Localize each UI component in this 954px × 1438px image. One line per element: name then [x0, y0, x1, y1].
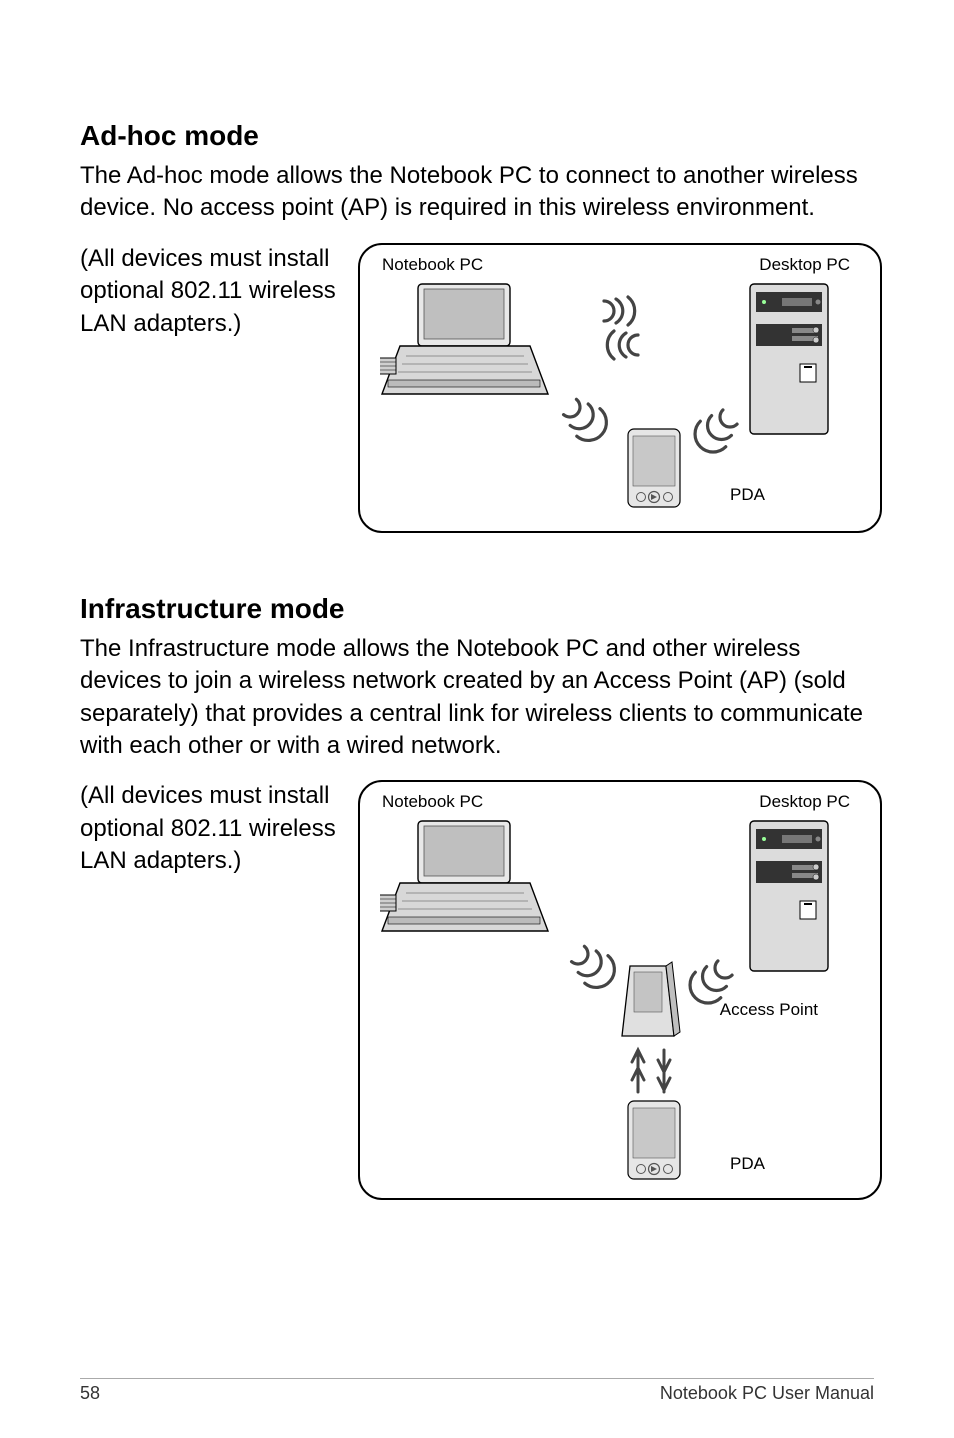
adhoc-two-col: (All devices must install optional 802.1…: [80, 243, 874, 533]
adhoc-label-desktop: Desktop PC: [759, 255, 850, 275]
page-footer: 58 Notebook PC User Manual: [80, 1378, 874, 1404]
infra-two-col: (All devices must install optional 802.1…: [80, 780, 874, 1200]
infra-diagram: Notebook PC Desktop PC Access Point PDA: [358, 780, 882, 1200]
desktop-pc-icon: [750, 284, 828, 434]
manual-title: Notebook PC User Manual: [660, 1383, 874, 1404]
infra-section: Infrastructure mode The Infrastructure m…: [80, 593, 874, 1201]
access-point-icon: [622, 962, 680, 1036]
adhoc-paragraph: The Ad-hoc mode allows the Notebook PC t…: [80, 160, 874, 225]
wifi-arcs-dt-pda: [688, 404, 743, 459]
infra-svg: [380, 796, 860, 1191]
infra-side-note: (All devices must install optional 802.1…: [80, 780, 340, 877]
infra-heading: Infrastructure mode: [80, 593, 874, 625]
wifi-arcs-nb-dt: [604, 297, 638, 359]
pda-icon: [628, 429, 680, 507]
page-number: 58: [80, 1383, 100, 1404]
infra-label-ap: Access Point: [720, 1000, 818, 1020]
adhoc-label-pda: PDA: [730, 485, 765, 505]
infra-label-notebook: Notebook PC: [382, 792, 483, 812]
wifi-arcs-nb-ap: [566, 941, 621, 996]
pda-icon: [628, 1101, 680, 1179]
adhoc-svg: [380, 259, 860, 519]
adhoc-section: Ad-hoc mode The Ad-hoc mode allows the N…: [80, 120, 874, 533]
infra-paragraph: The Infrastructure mode allows the Noteb…: [80, 633, 874, 763]
adhoc-diagram: Notebook PC Desktop PC PDA: [358, 243, 882, 533]
notebook-pc-icon: [380, 284, 548, 394]
wifi-arcs-nb-pda: [558, 393, 613, 448]
infra-label-desktop: Desktop PC: [759, 792, 850, 812]
adhoc-heading: Ad-hoc mode: [80, 120, 874, 152]
notebook-pc-icon: [380, 821, 548, 931]
desktop-pc-icon: [750, 821, 828, 971]
adhoc-side-note: (All devices must install optional 802.1…: [80, 243, 340, 340]
ap-pda-arrows: [632, 1050, 670, 1092]
infra-label-pda: PDA: [730, 1154, 765, 1174]
adhoc-label-notebook: Notebook PC: [382, 255, 483, 275]
